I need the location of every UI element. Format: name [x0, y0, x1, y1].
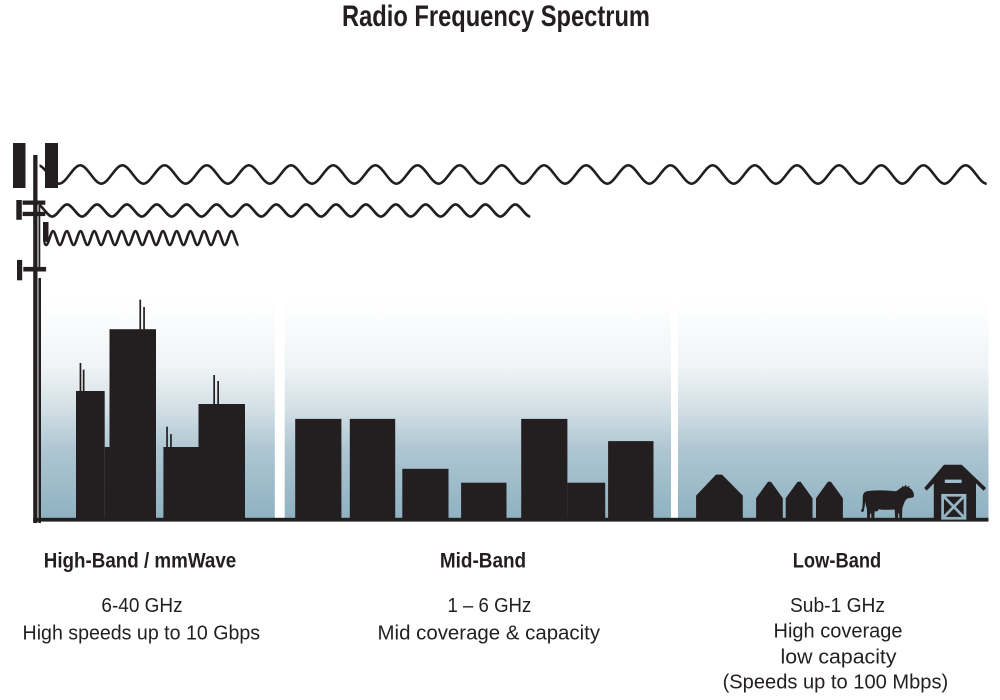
- svg-text:High-Band / mmWave: High-Band / mmWave: [44, 549, 237, 573]
- svg-text:Mid coverage & capacity: Mid coverage & capacity: [378, 622, 601, 645]
- svg-text:High speeds up to 10 Gbps: High speeds up to 10 Gbps: [23, 622, 261, 645]
- svg-text:High coverage: High coverage: [774, 620, 903, 643]
- svg-text:Radio Frequency Spectrum: Radio Frequency Spectrum: [342, 0, 650, 33]
- svg-text:1 – 6 GHz: 1 – 6 GHz: [448, 594, 532, 617]
- svg-text:low capacity: low capacity: [781, 645, 898, 668]
- svg-text:Low-Band: Low-Band: [793, 549, 882, 573]
- svg-text:Mid-Band: Mid-Band: [440, 549, 526, 573]
- svg-text:Sub-1 GHz: Sub-1 GHz: [790, 594, 885, 617]
- svg-text:(Speeds up to 100 Mbps): (Speeds up to 100 Mbps): [723, 671, 949, 694]
- svg-text:6-40 GHz: 6-40 GHz: [101, 594, 182, 617]
